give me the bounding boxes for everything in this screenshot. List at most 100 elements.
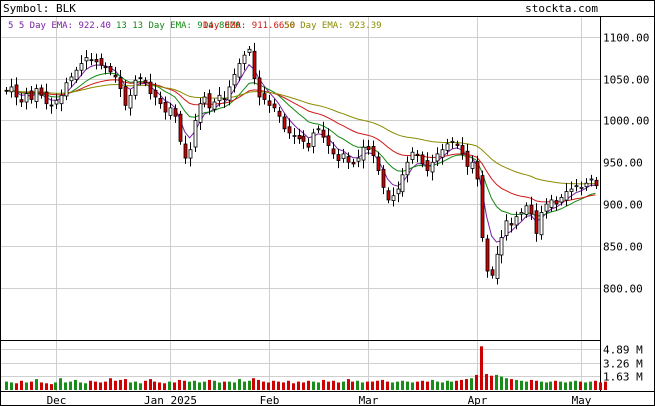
candle-up	[445, 143, 450, 151]
candle-down	[94, 59, 99, 63]
candle-down	[173, 108, 178, 117]
candle-down	[336, 154, 341, 161]
candle-down	[371, 145, 376, 156]
candle-down	[529, 204, 534, 215]
volume-bar	[584, 382, 587, 390]
volume-bar	[99, 382, 102, 390]
volume-bar	[74, 379, 77, 390]
volume-bar	[252, 378, 255, 390]
candle-up	[396, 188, 401, 195]
volume-bar	[287, 380, 290, 390]
volume-bar	[248, 380, 251, 390]
candle-up	[544, 203, 549, 212]
volume-bar	[470, 378, 473, 390]
volume-bar	[480, 346, 483, 390]
candle-up	[292, 135, 297, 137]
volume-bar	[569, 381, 572, 390]
candle-down	[425, 160, 430, 172]
volume-bar	[391, 382, 394, 390]
ema-legend: 5 5 Day EMA: 922.40 13 13 Day EMA: 914.80…	[8, 21, 382, 31]
candle-up	[202, 96, 207, 104]
candle-down	[19, 99, 24, 103]
candle-down	[554, 200, 559, 205]
volume-bar	[94, 381, 97, 390]
candle-down	[297, 135, 302, 140]
candle-down	[351, 161, 356, 165]
candle-up	[59, 94, 64, 105]
candle-up	[514, 216, 519, 226]
volume-bar	[168, 381, 171, 390]
volume-bar	[500, 376, 503, 390]
volume-bar	[535, 380, 538, 390]
x-tick-label: Dec	[47, 394, 67, 406]
candle-down	[257, 77, 262, 98]
volume-bar	[579, 381, 582, 390]
legend-label: Day EMA:	[203, 21, 252, 31]
legend-entry: 13 13 Day EMA: 914.8020	[116, 21, 241, 31]
candle-down	[287, 126, 292, 134]
candle-down	[89, 59, 94, 62]
candle-up	[524, 205, 529, 215]
x-tick-label: May	[572, 394, 592, 406]
volume-bar	[158, 382, 161, 390]
candle-up	[574, 185, 579, 188]
volume-bar	[134, 381, 137, 390]
volume-bar	[292, 383, 295, 390]
candle-down	[465, 150, 470, 167]
volume-bar	[559, 381, 562, 390]
ema-olive-line	[6, 83, 596, 185]
candle-down	[138, 77, 143, 79]
volume-bar	[129, 382, 132, 390]
candle-up	[237, 63, 242, 78]
price-tick-label: 950.00	[603, 157, 643, 170]
volume-bar	[79, 382, 82, 390]
price-tick-label: 800.00	[603, 283, 643, 296]
price-tick-label: 850.00	[603, 241, 643, 254]
price-tick-label: 1000.00	[603, 115, 649, 128]
candle-down	[306, 142, 311, 148]
volume-bar	[223, 381, 226, 390]
price-tick-label: 900.00	[603, 199, 643, 212]
volume-bar	[267, 382, 270, 390]
candle-down	[39, 87, 44, 96]
volume-bar	[381, 379, 384, 390]
candle-up	[499, 237, 504, 256]
volume-bar	[485, 374, 488, 390]
legend-label: 13 13 Day EMA:	[116, 21, 197, 31]
candles	[4, 42, 599, 285]
volume-bar	[277, 381, 280, 390]
volume-bar	[530, 379, 533, 390]
volume-axis: 4.89 M3.26 M1.63 M	[603, 344, 643, 384]
x-tick-label: Apr	[468, 394, 488, 406]
volume-bar	[361, 382, 364, 390]
legend-entry: 50 Day EMA: 923.39	[284, 21, 382, 31]
candle-up	[24, 93, 29, 103]
volume-bar	[431, 379, 434, 390]
volume-bar	[376, 380, 379, 390]
volume-bar	[183, 380, 186, 390]
volume-bar	[441, 382, 444, 390]
volume-bar	[149, 379, 152, 390]
volume-bar	[198, 382, 201, 390]
legend-entry: 5 5 Day EMA: 922.40	[8, 21, 111, 31]
price-tick-label: 1050.00	[603, 74, 649, 87]
candle-down	[44, 91, 49, 105]
candle-up	[391, 195, 396, 201]
volume-bar	[188, 381, 191, 390]
candle-up	[247, 48, 252, 53]
candle-down	[381, 168, 386, 188]
volume-bar	[163, 383, 166, 390]
volume-bar	[124, 379, 127, 390]
candle-down	[163, 101, 168, 113]
volume-bar	[396, 381, 399, 390]
volume-bar	[45, 383, 48, 390]
candle-down	[108, 65, 113, 73]
volume-bar	[109, 378, 112, 390]
candle-down	[415, 153, 420, 156]
candle-up	[84, 57, 89, 62]
volume-bar	[327, 381, 330, 390]
volume-bar	[178, 379, 181, 390]
candle-up	[64, 82, 69, 97]
candle-up	[430, 161, 435, 173]
volume-bar	[208, 379, 211, 390]
